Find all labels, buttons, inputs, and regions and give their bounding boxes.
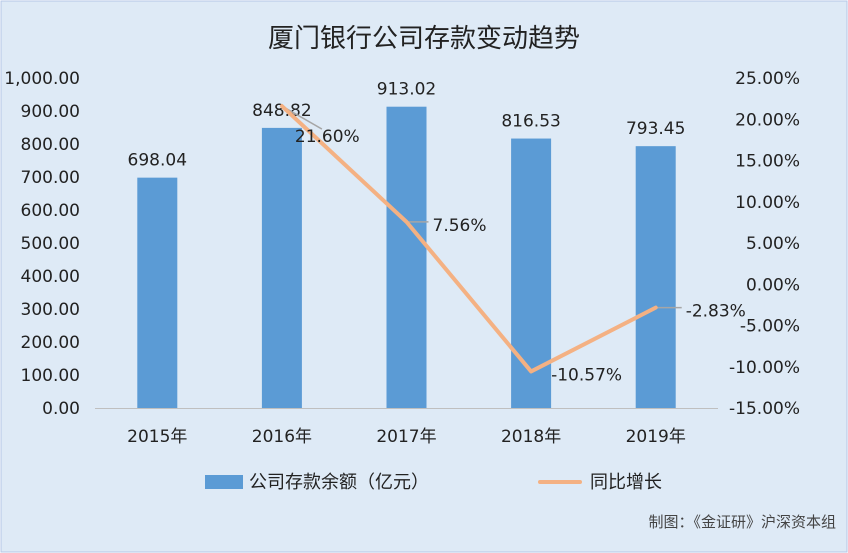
bar-value-labels: 698.04 848.82 913.02 816.53 793.45	[128, 80, 686, 171]
growth-value-label: 21.60%	[295, 127, 360, 147]
x-tick-label: 2015年	[127, 427, 187, 447]
left-tick-label: 300.00	[21, 300, 80, 320]
chart-title: 厦门银行公司存款变动趋势	[268, 24, 580, 54]
growth-line	[279, 104, 658, 374]
bar-value-label: 816.53	[501, 112, 560, 132]
right-axis-ticks: -15.00% -10.00% -5.00% 0.00% 5.00% 10.00% 15.0…	[729, 69, 800, 419]
growth-value-label: 7.56%	[433, 216, 487, 236]
x-tick-label: 2019年	[626, 427, 686, 447]
bar	[137, 177, 178, 408]
legend-bar-label: 公司存款余额（亿元）	[249, 472, 429, 493]
left-tick-label: 900.00	[21, 102, 80, 122]
right-tick-label: -10.00%	[729, 358, 800, 378]
bar	[261, 127, 302, 408]
right-tick-label: 20.00%	[735, 110, 800, 130]
x-tick-label: 2018年	[501, 427, 561, 447]
right-tick-label: 15.00%	[735, 152, 800, 172]
right-tick-label: 5.00%	[746, 234, 800, 254]
right-tick-label: -15.00%	[729, 399, 800, 419]
bar-value-label: 793.45	[626, 119, 685, 139]
right-tick-label: 25.00%	[735, 69, 800, 89]
left-tick-label: 0.00	[42, 399, 80, 419]
bar	[511, 138, 552, 408]
left-tick-label: 600.00	[21, 201, 80, 221]
legend-bar-swatch	[205, 475, 243, 489]
left-tick-label: 400.00	[21, 267, 80, 287]
x-axis-ticks: 2015年 2016年 2017年 2018年 2019年	[127, 427, 686, 447]
chart-credit: 制图：《金证研》沪深资本组	[648, 513, 836, 531]
left-tick-label: 800.00	[21, 135, 80, 155]
left-axis-ticks: 0.00 100.00 200.00 300.00 400.00 500.00 600.00…	[4, 69, 80, 419]
bar-value-label: 698.04	[128, 151, 187, 171]
bar-value-label: 913.02	[377, 80, 436, 100]
line-value-labels: 21.60% 7.56% -10.57% -2.83%	[295, 127, 746, 385]
right-tick-label: 10.00%	[735, 193, 800, 213]
x-tick-label: 2016年	[252, 427, 312, 447]
growth-value-label: -10.57%	[551, 365, 622, 385]
x-tick-label: 2017年	[376, 427, 436, 447]
bar	[386, 106, 427, 408]
right-tick-label: 0.00%	[746, 275, 800, 295]
bar	[635, 146, 676, 408]
left-tick-label: 100.00	[21, 366, 80, 386]
left-tick-label: 500.00	[21, 234, 80, 254]
left-tick-label: 1,000.00	[4, 69, 80, 89]
left-tick-label: 700.00	[21, 168, 80, 188]
bar-value-label: 848.82	[252, 101, 311, 121]
legend-line-label: 同比增长	[590, 472, 662, 493]
growth-value-label: -2.83%	[686, 302, 746, 322]
right-tick-label: -5.00%	[740, 317, 800, 337]
legend: 公司存款余额（亿元） 同比增长	[205, 472, 662, 493]
left-tick-label: 200.00	[21, 333, 80, 353]
